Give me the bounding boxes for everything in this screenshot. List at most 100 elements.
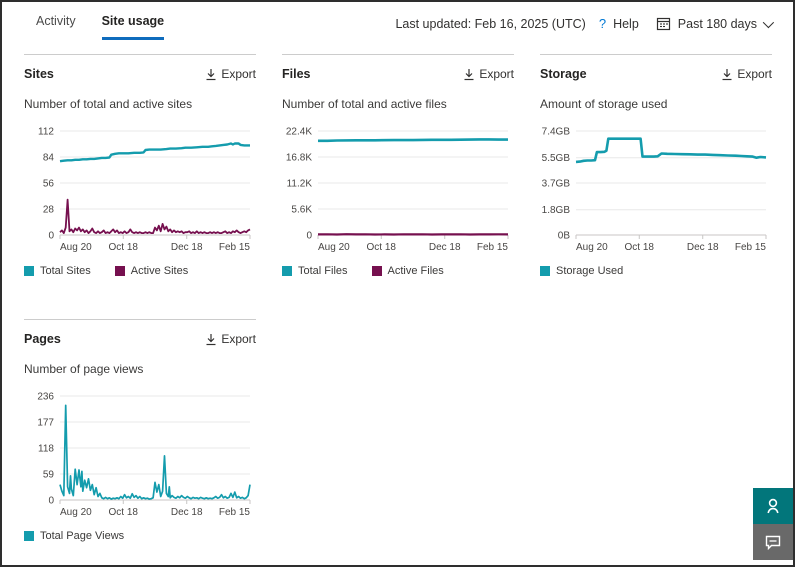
- download-icon: [464, 68, 474, 80]
- card-files: Files Export Number of total and active …: [282, 54, 514, 277]
- legend-swatch: [24, 531, 34, 541]
- x-axis-tick-label: Dec 18: [171, 242, 203, 253]
- y-axis-tick-label: 118: [38, 444, 54, 455]
- sites-legend: Total Sites Active Sites: [24, 265, 256, 277]
- x-axis-tick-label: Aug 20: [60, 507, 92, 518]
- x-axis-tick-label: Oct 18: [109, 507, 139, 518]
- card-storage: Storage Export Amount of storage used 7.…: [540, 54, 772, 277]
- export-pages-button[interactable]: Export: [205, 332, 256, 346]
- storage-chart: 7.4GB 5.5GB 3.7GB 1.8GB 0B Aug 20 Oct 18 Dec 18…: [540, 117, 772, 261]
- card-subtitle: Number of page views: [24, 362, 144, 376]
- legend-swatch: [114, 266, 125, 276]
- pages-chart: 236 177 118 59 0 Aug 20 Oct 18 Dec 18 Feb 15: [24, 382, 256, 526]
- legend-label: Storage Used: [556, 265, 624, 277]
- x-axis-tick-label: Feb 15: [477, 242, 509, 253]
- files-chart: 22.4K 16.8K 11.2K 5.6K 0 Aug 20 Oct 18 Dec 18 Fe…: [282, 117, 514, 261]
- y-axis-tick-label: 0B: [558, 231, 571, 242]
- date-range-label: Past 180 days: [677, 16, 757, 31]
- y-axis-tick-label: 5.6K: [291, 205, 312, 216]
- legend-label: Active Sites: [130, 265, 189, 277]
- files-legend: Total Files Active Files: [282, 265, 514, 277]
- y-axis-tick-label: 0: [306, 231, 312, 242]
- legend-swatch: [24, 266, 34, 276]
- legend-item: Total Files: [282, 265, 348, 277]
- y-axis-tick-label: 5.5GB: [542, 153, 571, 164]
- x-axis-tick-label: Dec 18: [687, 242, 719, 253]
- legend-item: Active Sites: [114, 265, 189, 277]
- card-subtitle: Amount of storage used: [540, 97, 668, 111]
- tab-activity[interactable]: Activity: [36, 14, 76, 28]
- chart-canvas: 112 84 56 28 0 Aug 20 Oct 18 Dec 18 Feb 15: [38, 127, 251, 253]
- series-line: [59, 404, 251, 500]
- legend-swatch: [540, 266, 550, 276]
- header-controls: Last updated: Feb 16, 2025 (UTC) ? Help …: [395, 14, 775, 31]
- export-files-button[interactable]: Export: [463, 67, 514, 81]
- card-title: Pages: [24, 332, 61, 346]
- x-axis-tick-label: Feb 15: [735, 242, 767, 253]
- legend-item: Storage Used: [540, 265, 623, 277]
- x-axis-tick-label: Oct 18: [109, 242, 139, 253]
- help-link[interactable]: Help: [613, 16, 639, 31]
- feedback-button[interactable]: [753, 524, 793, 560]
- x-axis-tick-label: Dec 18: [429, 242, 461, 253]
- legend-label: Total Page Views: [40, 530, 125, 542]
- date-range-selector[interactable]: Past 180 days: [677, 16, 775, 31]
- speech-bubble-icon: [765, 535, 781, 550]
- legend-label: Active Files: [387, 265, 444, 277]
- card-pages: Pages Export Number of page views 236 177…: [24, 319, 256, 542]
- x-axis-tick-label: Aug 20: [576, 242, 608, 253]
- series-line: [59, 198, 251, 234]
- legend-swatch: [371, 266, 382, 276]
- report-cards-grid: Sites Export Number of total and active …: [2, 40, 793, 542]
- y-axis-tick-label: 16.8K: [286, 153, 312, 164]
- y-axis-tick-label: 59: [43, 470, 55, 481]
- legend-item: Active Files: [371, 265, 444, 277]
- card-sites: Sites Export Number of total and active …: [24, 54, 256, 277]
- x-axis-tick-label: Aug 20: [318, 242, 350, 253]
- chart-canvas: 7.4GB 5.5GB 3.7GB 1.8GB 0B Aug 20 Oct 18 Dec 18…: [542, 127, 767, 253]
- y-axis-tick-label: 112: [38, 127, 54, 138]
- series-line: [575, 137, 767, 164]
- y-axis-tick-label: 0: [48, 496, 54, 507]
- export-storage-button[interactable]: Export: [721, 67, 772, 81]
- y-axis-tick-label: 28: [43, 205, 55, 216]
- sites-chart: 112 84 56 28 0 Aug 20 Oct 18 Dec 18 Feb 15: [24, 117, 256, 261]
- y-axis-tick-label: 3.7GB: [542, 179, 571, 190]
- legend-label: Total Sites: [40, 265, 91, 277]
- series-line: [59, 142, 250, 163]
- y-axis-tick-label: 236: [37, 392, 54, 403]
- help-widget-button[interactable]: [753, 488, 793, 524]
- legend-label: Total Files: [298, 265, 348, 277]
- download-icon: [206, 68, 216, 80]
- y-axis-tick-label: 11.2K: [287, 179, 313, 190]
- tab-site-usage[interactable]: Site usage: [101, 14, 165, 40]
- download-icon: [722, 68, 732, 80]
- y-axis-tick-label: 56: [43, 179, 55, 190]
- card-title: Sites: [24, 67, 54, 81]
- storage-legend: Storage Used: [540, 265, 772, 277]
- pages-legend: Total Page Views: [24, 530, 256, 542]
- card-title: Storage: [540, 67, 587, 81]
- chart-canvas: 22.4K 16.8K 11.2K 5.6K 0 Aug 20 Oct 18 Dec 18 Fe…: [286, 127, 509, 253]
- page-header: Activity Site usage Last updated: Feb 16…: [2, 2, 793, 40]
- last-updated-text: Last updated: Feb 16, 2025 (UTC): [395, 16, 586, 31]
- chevron-down-icon: [762, 16, 775, 28]
- legend-item: Total Page Views: [24, 530, 124, 542]
- report-tabs: Activity Site usage: [36, 14, 165, 40]
- legend-swatch: [282, 266, 292, 276]
- download-icon: [206, 333, 216, 345]
- y-axis-tick-label: 84: [43, 153, 55, 164]
- calendar-icon: [656, 16, 671, 31]
- help-question-icon[interactable]: ?: [598, 16, 607, 31]
- chart-canvas: 236 177 118 59 0 Aug 20 Oct 18 Dec 18 Feb 15: [37, 392, 251, 518]
- x-axis-tick-label: Dec 18: [171, 507, 203, 518]
- x-axis-tick-label: Aug 20: [60, 242, 92, 253]
- series-line: [318, 138, 508, 143]
- person-help-icon: [767, 498, 779, 514]
- export-sites-button[interactable]: Export: [205, 67, 256, 81]
- x-axis-tick-label: Oct 18: [625, 242, 655, 253]
- x-axis-tick-label: Oct 18: [367, 242, 397, 253]
- card-subtitle: Number of total and active files: [282, 97, 447, 111]
- x-axis-tick-label: Feb 15: [219, 507, 251, 518]
